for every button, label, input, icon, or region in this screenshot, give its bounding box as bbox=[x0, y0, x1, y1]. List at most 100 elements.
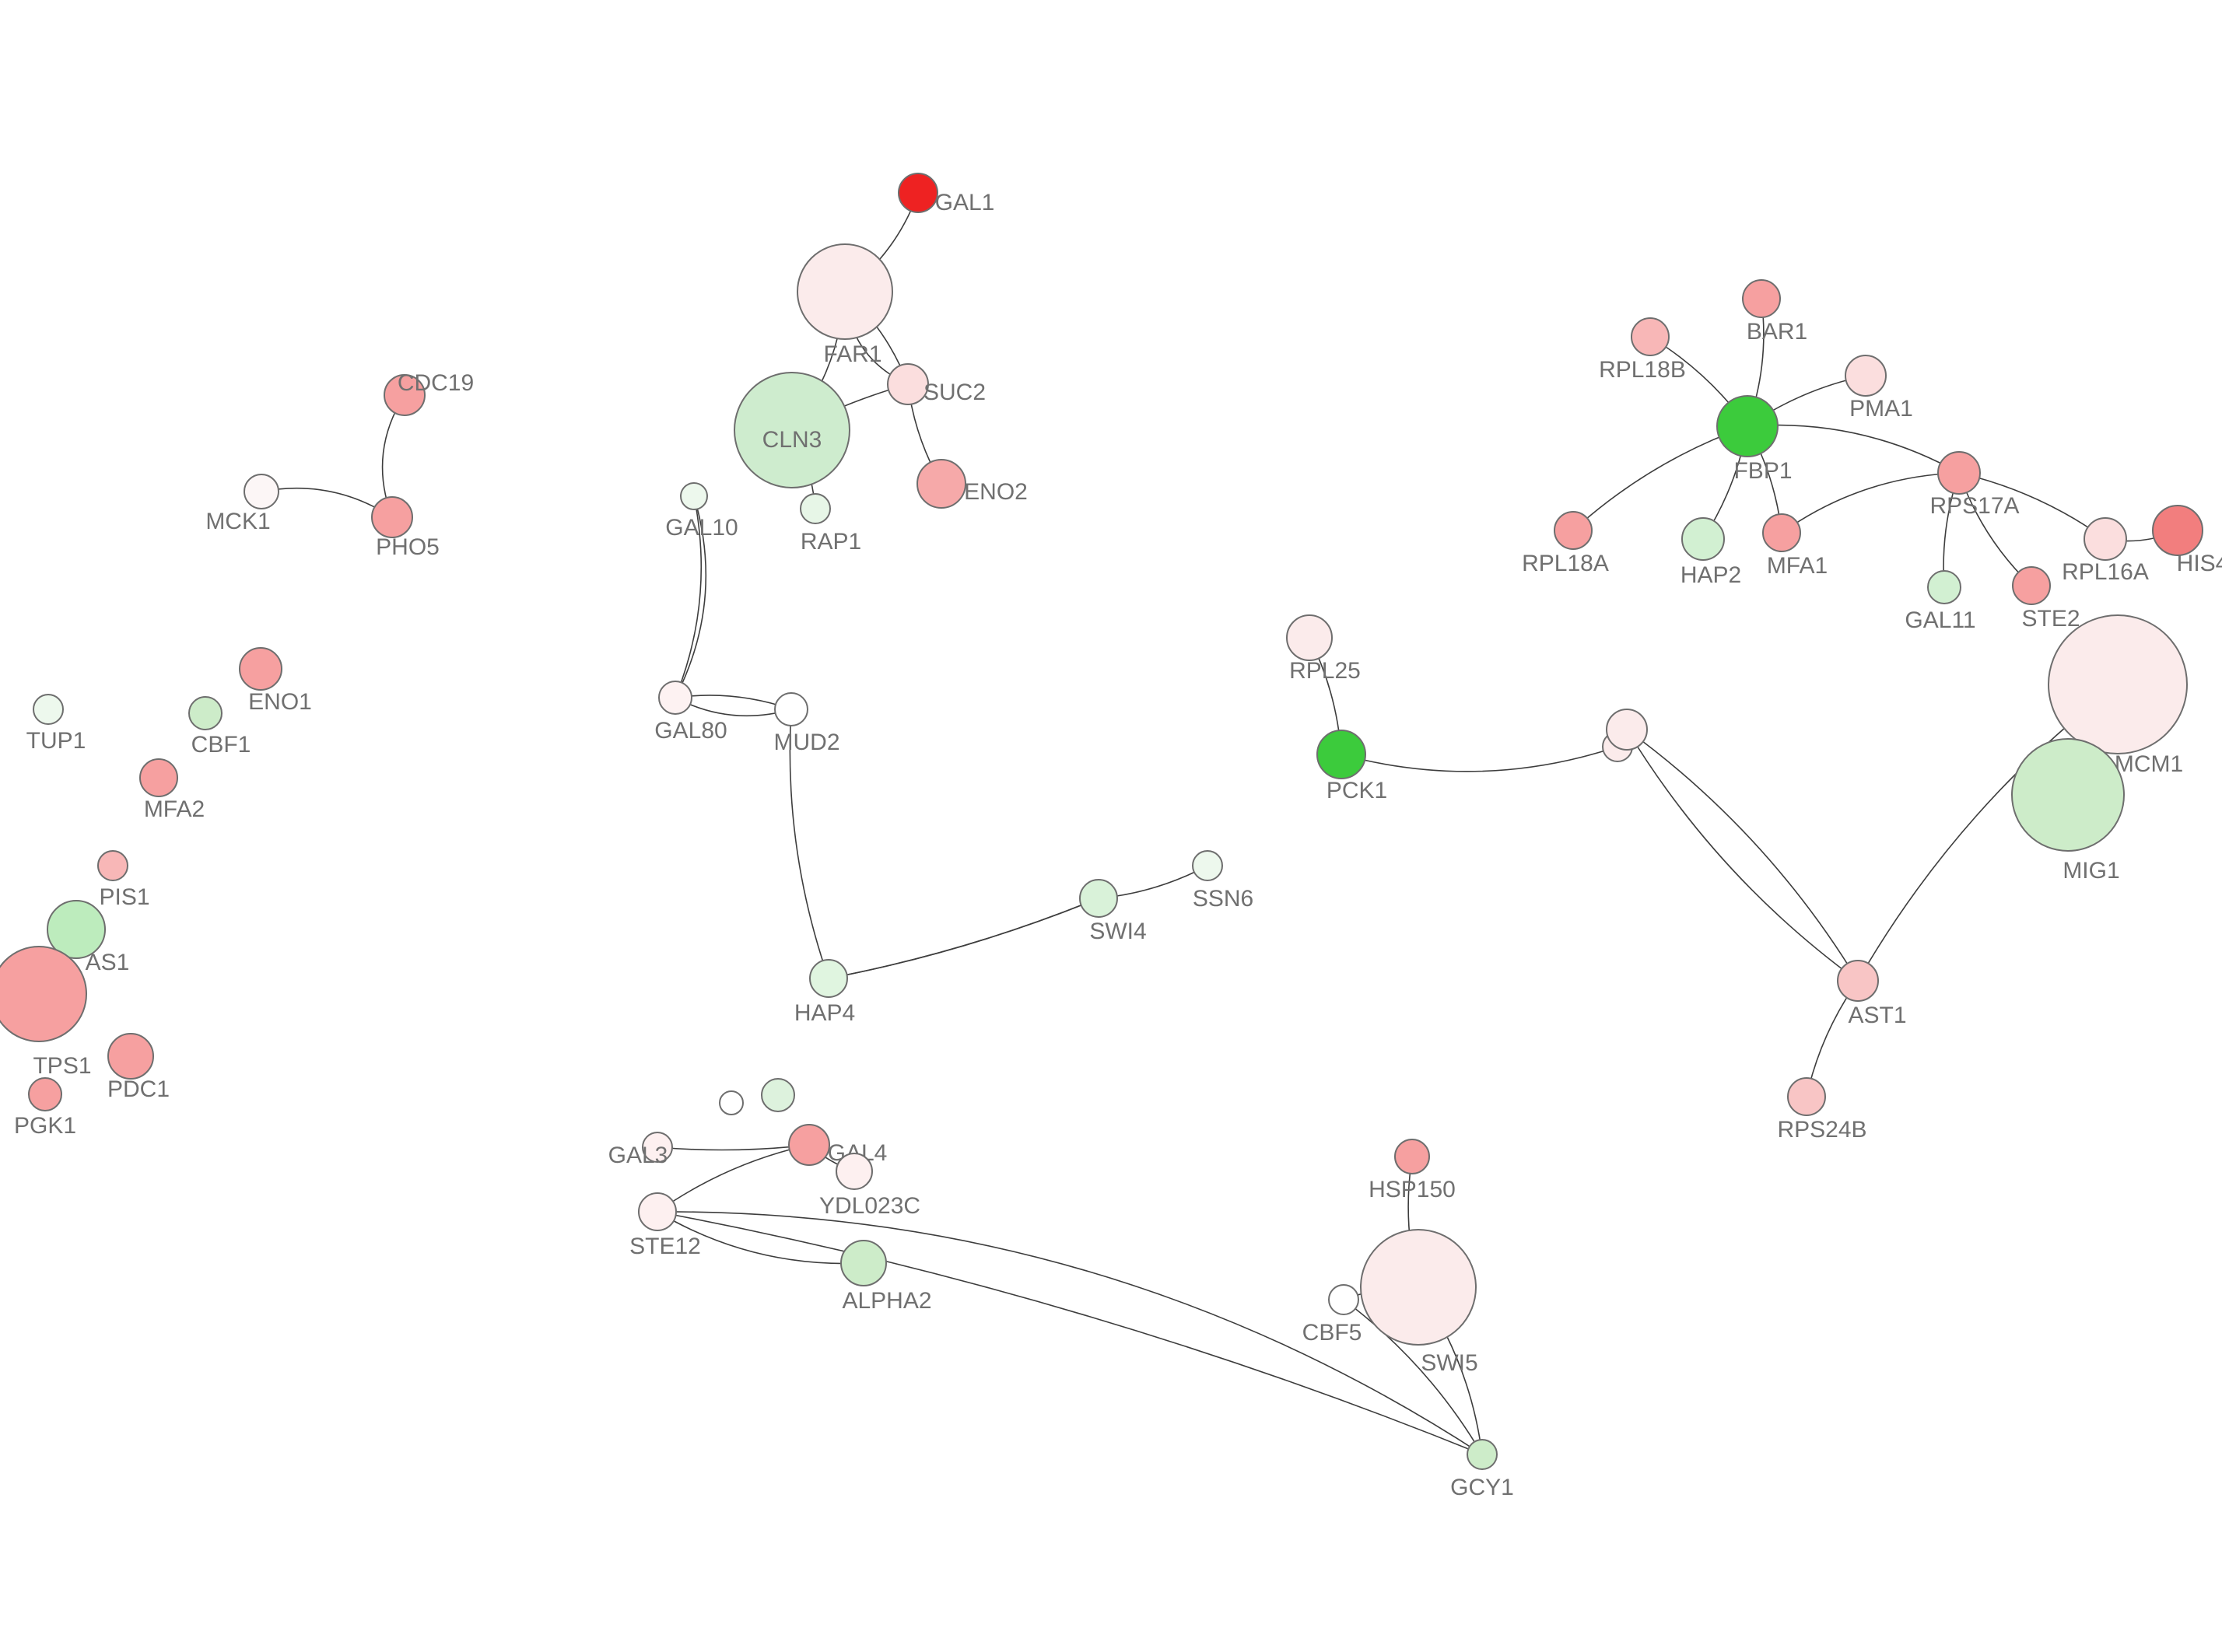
gene-label-ssn6: SSN6 bbox=[1193, 886, 1253, 912]
gene-label-rap1: RAP1 bbox=[801, 529, 861, 555]
gene-node-ste12[interactable] bbox=[638, 1192, 677, 1231]
gene-node-rpl18b[interactable] bbox=[1631, 317, 1670, 356]
gene-node-tup1[interactable] bbox=[33, 694, 64, 725]
gene-node-gal3[interactable] bbox=[642, 1132, 673, 1163]
gene-label-swi5: SWI5 bbox=[1421, 1350, 1477, 1377]
edge-rps17a-to-fbp1 bbox=[1747, 425, 1959, 473]
gene-node-eno1[interactable] bbox=[239, 647, 282, 691]
gene-label-mfa1: MFA1 bbox=[1767, 553, 1828, 579]
gene-label-alpha2: ALPHA2 bbox=[842, 1288, 931, 1314]
gene-label-ste2: STE2 bbox=[2021, 606, 2080, 632]
gene-node-rps17a[interactable] bbox=[1937, 451, 1981, 495]
gene-node-tps1[interactable] bbox=[0, 946, 87, 1042]
gene-node-swi5[interactable] bbox=[1360, 1229, 1477, 1346]
gene-node-gal80[interactable] bbox=[658, 681, 692, 715]
gene-node-mfa1[interactable] bbox=[1762, 513, 1801, 552]
edge-ast1-to-rpl25b_mid bbox=[1627, 730, 1858, 981]
gene-node-mcm1[interactable] bbox=[2048, 614, 2188, 754]
gene-node-eno2[interactable] bbox=[916, 459, 966, 509]
gene-node-mud2[interactable] bbox=[774, 692, 808, 726]
gene-label-rpl18b: RPL18B bbox=[1599, 357, 1686, 383]
gene-label-pdc1: PDC1 bbox=[107, 1076, 170, 1103]
gene-node-pho5[interactable] bbox=[371, 496, 413, 538]
gene-node-mud2b[interactable] bbox=[719, 1090, 744, 1115]
edge-gcy1-to-ste12 bbox=[657, 1212, 1482, 1454]
gene-node-rpl16a[interactable] bbox=[2084, 517, 2127, 561]
gene-label-pho5: PHO5 bbox=[376, 534, 440, 561]
gene-label-pgk1: PGK1 bbox=[14, 1113, 76, 1139]
gene-label-gal11: GAL11 bbox=[1905, 607, 1975, 634]
gene-node-cbf1b[interactable] bbox=[761, 1078, 795, 1112]
gene-node-pis1[interactable] bbox=[97, 850, 128, 881]
gene-label-far1: FAR1 bbox=[823, 341, 881, 368]
gene-label-eno1: ENO1 bbox=[248, 689, 312, 716]
gene-node-rpl18a[interactable] bbox=[1554, 511, 1593, 550]
gene-label-hsp150: HSP150 bbox=[1369, 1177, 1456, 1203]
gene-node-rpl25[interactable] bbox=[1286, 614, 1333, 661]
gene-node-cln3[interactable] bbox=[734, 372, 850, 488]
gene-label-gal80: GAL80 bbox=[654, 718, 727, 744]
gene-label-cbf1: CBF1 bbox=[191, 732, 251, 758]
gene-node-far1[interactable] bbox=[797, 243, 893, 340]
gene-node-fbp1[interactable] bbox=[1716, 395, 1779, 457]
gene-node-pck1[interactable] bbox=[1316, 730, 1366, 779]
gene-node-pma1[interactable] bbox=[1845, 355, 1887, 397]
gene-label-hap2: HAP2 bbox=[1681, 562, 1741, 589]
gene-node-gcy1[interactable] bbox=[1467, 1439, 1498, 1470]
gene-node-ydl023c[interactable] bbox=[836, 1153, 873, 1190]
edge-gal10-to-gal80 bbox=[675, 496, 706, 698]
gene-label-tup1: TUP1 bbox=[26, 728, 86, 754]
gene-label-rpl16a: RPL16A bbox=[2062, 559, 2149, 586]
edge-gal3-to-gal4 bbox=[657, 1145, 809, 1150]
gene-label-pis1: PIS1 bbox=[99, 884, 149, 911]
gene-label-ste12: STE12 bbox=[629, 1234, 701, 1260]
gene-node-cdc19[interactable] bbox=[384, 374, 426, 416]
gene-label-ast1: AST1 bbox=[1848, 1003, 1906, 1029]
gene-label-mcm1: MCM1 bbox=[2115, 751, 2183, 778]
gene-label-ydl023c: YDL023C bbox=[819, 1193, 920, 1220]
gene-node-ast1[interactable] bbox=[1837, 960, 1879, 1002]
gene-node-cbf5[interactable] bbox=[1328, 1284, 1359, 1315]
gene-label-mfa2: MFA2 bbox=[144, 796, 205, 823]
gene-node-swi4[interactable] bbox=[1079, 879, 1118, 918]
gene-label-hap4: HAP4 bbox=[794, 1000, 855, 1027]
gene-label-rps24b: RPS24B bbox=[1777, 1117, 1866, 1143]
gene-label-gal1: GAL1 bbox=[935, 190, 995, 216]
gene-node-gal10[interactable] bbox=[680, 482, 708, 510]
gene-node-rpl25b_mid[interactable] bbox=[1606, 709, 1648, 751]
gene-label-tps1: TPS1 bbox=[33, 1053, 91, 1080]
gene-node-pgk1[interactable] bbox=[28, 1077, 62, 1111]
gene-node-gal11[interactable] bbox=[1927, 570, 1961, 604]
gene-label-gal10: GAL10 bbox=[665, 515, 738, 541]
gene-node-hap4[interactable] bbox=[809, 959, 848, 998]
gene-node-mck1[interactable] bbox=[244, 474, 279, 509]
gene-node-cbf1[interactable] bbox=[188, 696, 223, 730]
gene-node-his4[interactable] bbox=[2152, 505, 2203, 556]
gene-label-eno2: ENO2 bbox=[964, 479, 1028, 506]
gene-label-mck1: MCK1 bbox=[205, 509, 270, 535]
gene-node-rps24b[interactable] bbox=[1787, 1077, 1826, 1116]
gene-label-suc2: SUC2 bbox=[923, 380, 986, 406]
network-diagram: GAL1 FAR1 CLN3 SUC2 ENO2 RAP1 GAL10 CDC19 MCK1 PH… bbox=[0, 0, 2222, 1652]
gene-node-mig1[interactable] bbox=[2011, 738, 2125, 852]
gene-node-alpha2[interactable] bbox=[840, 1240, 887, 1286]
gene-node-hsp150[interactable] bbox=[1394, 1139, 1430, 1174]
gene-label-swi4: SWI4 bbox=[1089, 919, 1146, 945]
edge-gal4-to-ste12 bbox=[657, 1145, 809, 1212]
gene-node-gal4[interactable] bbox=[788, 1124, 830, 1166]
gene-node-mfa2[interactable] bbox=[139, 758, 178, 797]
gene-label-mig1: MIG1 bbox=[2063, 858, 2119, 884]
gene-node-ssn6[interactable] bbox=[1192, 850, 1223, 881]
edge-rpl25b_mid-to-ast1 bbox=[1627, 730, 1858, 981]
gene-node-bar1[interactable] bbox=[1742, 279, 1781, 318]
gene-label-bar1: BAR1 bbox=[1747, 319, 1807, 345]
gene-node-rap1[interactable] bbox=[800, 493, 831, 524]
edge-rps17a-to-rpl16a bbox=[1959, 473, 2105, 539]
gene-node-gal1[interactable] bbox=[898, 173, 938, 213]
gene-node-pdc1[interactable] bbox=[107, 1033, 154, 1080]
gene-node-suc2[interactable] bbox=[887, 363, 929, 405]
gene-node-hap2[interactable] bbox=[1681, 517, 1725, 561]
edge-swi4-to-hap4 bbox=[829, 898, 1099, 978]
gene-node-ste2[interactable] bbox=[2012, 566, 2051, 605]
gene-label-pma1: PMA1 bbox=[1849, 396, 1913, 422]
